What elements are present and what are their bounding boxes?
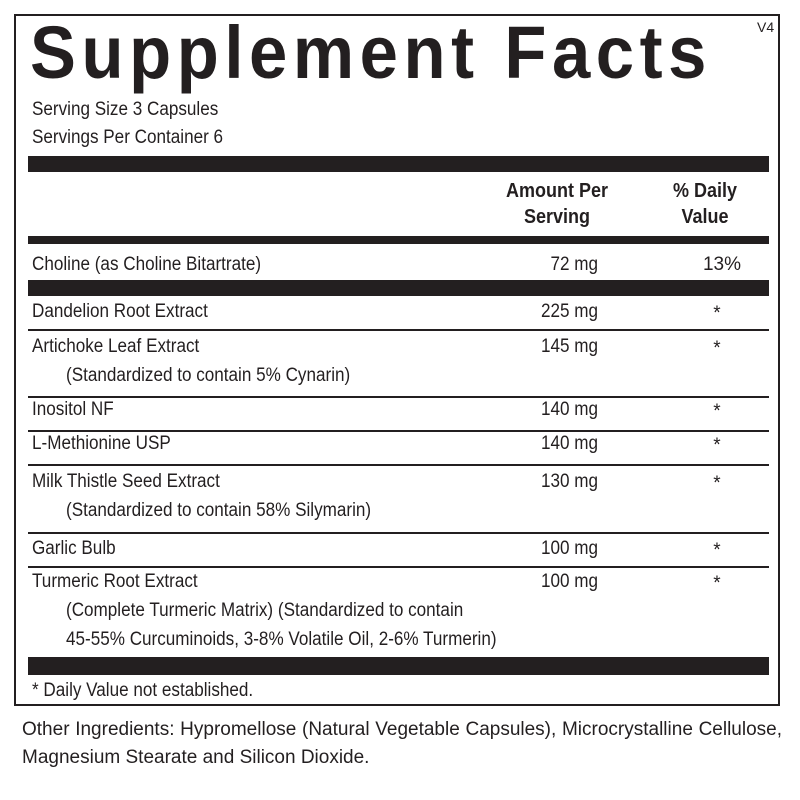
ingredient-name: Milk Thistle Seed Extract: [32, 471, 220, 492]
row-divider: [28, 566, 769, 568]
row-divider: [28, 329, 769, 331]
amount-header-line1: Amount Per: [505, 180, 609, 202]
ingredient-name: Garlic Bulb: [32, 538, 116, 559]
divider-bar: [28, 236, 769, 244]
other-ingredients: Other Ingredients: Hypromellose (Natural…: [22, 719, 782, 768]
dv-header-line2: Value: [681, 206, 729, 228]
ingredient-name: L-Methionine USP: [32, 433, 171, 454]
ingredient-name: Inositol NF: [32, 399, 114, 420]
ingredient-amount: 225 mg: [540, 301, 598, 322]
ingredient-dv: *: [713, 473, 721, 494]
choline-amount: 72 mg: [550, 254, 598, 275]
ingredient-dv: *: [713, 540, 721, 561]
row-divider: [28, 396, 769, 398]
ingredient-name: Turmeric Root Extract: [32, 571, 198, 592]
row-divider: [28, 532, 769, 534]
ingredient-subtext: (Standardized to contain 5% Cynarin): [66, 365, 351, 386]
dv-header-line1: % Daily: [672, 180, 738, 202]
choline-name: Choline (as Choline Bitartrate): [32, 254, 262, 275]
ingredient-name: Dandelion Root Extract: [32, 301, 208, 322]
amount-header: Amount Per Serving: [494, 178, 620, 230]
ingredient-dv: *: [713, 303, 721, 324]
row-divider: [28, 464, 769, 466]
ingredient-dv: *: [713, 401, 721, 422]
daily-value-header: % Daily Value: [656, 178, 755, 230]
footnote: * Daily Value not established.: [32, 680, 254, 701]
ingredient-amount: 140 mg: [540, 399, 598, 420]
ingredient-amount: 100 mg: [540, 538, 598, 559]
row-divider: [28, 430, 769, 432]
ingredient-amount: 140 mg: [540, 433, 598, 454]
choline-dv: 13%: [702, 254, 742, 275]
ingredient-subtext: 45-55% Curcuminoids, 3-8% Volatile Oil, …: [66, 629, 497, 650]
panel-title: Supplement Facts: [30, 11, 713, 94]
ingredient-amount: 145 mg: [540, 336, 598, 357]
version-label: V4: [757, 19, 775, 35]
divider-bar: [28, 156, 769, 172]
ingredient-amount: 130 mg: [540, 471, 598, 492]
ingredient-subtext: (Standardized to contain 58% Silymarin): [66, 500, 372, 521]
ingredient-dv: *: [713, 338, 721, 359]
ingredient-subtext: (Complete Turmeric Matrix) (Standardized…: [66, 600, 464, 621]
ingredient-dv: *: [713, 435, 721, 456]
amount-header-line2: Serving: [523, 206, 591, 228]
divider-bar: [28, 280, 769, 296]
divider-bar: [28, 657, 769, 675]
ingredient-amount: 100 mg: [540, 571, 598, 592]
servings-per-container: Servings Per Container 6: [32, 127, 224, 148]
ingredient-dv: *: [713, 573, 721, 594]
ingredient-name: Artichoke Leaf Extract: [32, 336, 200, 357]
serving-size: Serving Size 3 Capsules: [32, 99, 219, 120]
supplement-facts-panel: [14, 14, 780, 706]
